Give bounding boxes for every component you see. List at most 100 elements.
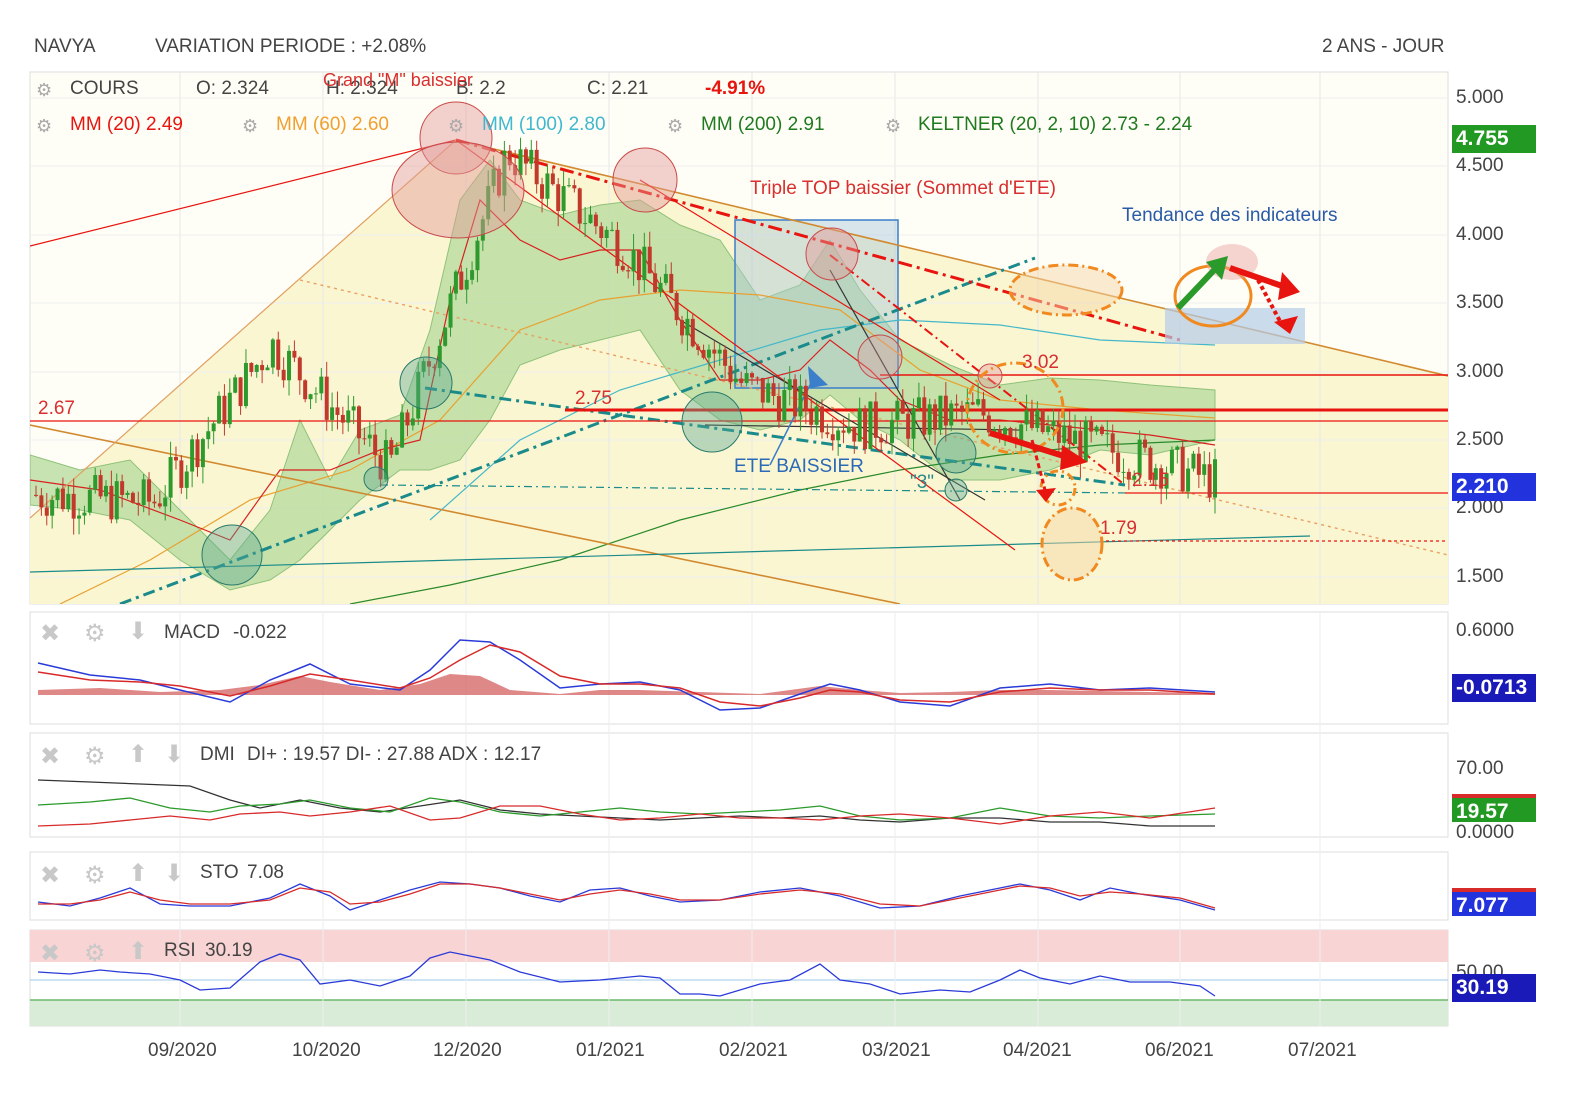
mm20-gear-icon[interactable]: ⚙ [36, 116, 53, 136]
candle-body [653, 273, 658, 293]
top-circle-2 [612, 147, 678, 213]
variation-label: VARIATION PERIODE : +2.08% [155, 36, 427, 57]
candle-body [992, 429, 997, 433]
rsi-up-icon[interactable]: ⬆ [128, 938, 149, 965]
trend-red-dotted [1256, 279, 1284, 326]
candle-body [626, 270, 631, 272]
candle-body [1159, 468, 1164, 489]
candle-body [1073, 430, 1078, 444]
candle-body [846, 427, 851, 433]
candle-body [916, 397, 921, 409]
top-circle-4 [857, 334, 903, 380]
rsi-close-icon[interactable]: ✖ [40, 940, 61, 967]
candle-body [550, 173, 555, 185]
dmi-down-icon[interactable]: ⬇ [164, 741, 185, 768]
mm20-label: MM (20) 2.49 [70, 114, 183, 135]
candle-body [206, 431, 211, 440]
candle-body [335, 407, 340, 415]
mm60-gear-icon[interactable]: ⚙ [242, 116, 259, 136]
macd-close-icon[interactable]: ✖ [40, 620, 61, 647]
candle-body [1132, 475, 1137, 480]
sto-down-icon[interactable]: ⬇ [164, 860, 185, 887]
candle-body [685, 318, 690, 336]
candle-body [303, 380, 308, 400]
keltner-gear-icon[interactable]: ⚙ [885, 116, 902, 136]
candle-body [706, 349, 711, 358]
sto-value: 7.08 [247, 862, 284, 883]
candle-body [184, 471, 189, 488]
high-badge: 4.755 [1452, 125, 1536, 153]
candle-body [77, 515, 82, 519]
candle-body [647, 246, 652, 274]
candle-body [362, 438, 367, 440]
ete-neckline [679, 319, 986, 501]
candle-body [927, 404, 932, 435]
last-price-badge: 2.210 [1452, 473, 1536, 501]
rsi-gear-icon[interactable]: ⚙ [84, 940, 106, 967]
candle-body [690, 318, 695, 347]
candle-body [120, 481, 125, 495]
mm200-gear-icon[interactable]: ⚙ [667, 116, 684, 136]
sto-close-icon[interactable]: ✖ [40, 862, 61, 889]
x-tick: 04/2021 [1003, 1040, 1072, 1061]
candle-body [297, 357, 302, 381]
candle-body [1110, 433, 1115, 453]
candle-body [1191, 453, 1196, 469]
candle-body [114, 481, 119, 520]
candle-body [453, 271, 458, 294]
candle-body [889, 419, 894, 444]
grand-m-annotation: Grand "M" baissier [323, 70, 473, 90]
trend-red-dotted-head [1274, 316, 1298, 334]
macd-gear-icon[interactable]: ⚙ [84, 620, 106, 647]
candle-body [34, 494, 38, 496]
teal-dashdot-2 [424, 386, 1126, 487]
dmi-gear-icon[interactable]: ⚙ [84, 743, 106, 770]
candle-body [383, 440, 388, 480]
candle-body [190, 439, 195, 472]
candle-body [959, 405, 964, 412]
ete-annotation: ETE BAISSIER [734, 456, 864, 477]
candle-body [217, 395, 222, 424]
candle-body [265, 367, 270, 371]
price-tick: 5.000 [1456, 87, 1504, 108]
period-label[interactable]: 2 ANS - JOUR [1322, 36, 1445, 57]
candle-body [147, 479, 152, 502]
sto-gear-icon[interactable]: ⚙ [84, 862, 106, 889]
dmi-up-icon[interactable]: ⬆ [128, 741, 149, 768]
candle-body [1164, 473, 1169, 489]
candle-body [507, 150, 512, 166]
candle-body [836, 430, 841, 441]
candle-body [1040, 410, 1045, 433]
candle-body [50, 500, 55, 516]
candle-body [680, 320, 685, 336]
candle-body [566, 185, 571, 187]
candle-body [394, 447, 399, 455]
ete-neckline-2 [704, 424, 1021, 431]
candle-body [1008, 427, 1013, 438]
candle-body [1035, 410, 1040, 429]
candle-body [814, 406, 819, 425]
mm60-line [59, 289, 1216, 604]
candle-body [437, 345, 442, 369]
candle-body [820, 406, 824, 433]
candle-body [981, 399, 986, 416]
candle-body [1105, 433, 1110, 435]
cours-gear-icon[interactable]: ⚙ [36, 80, 53, 100]
candle-body [378, 455, 383, 480]
dmi-close-icon[interactable]: ✖ [40, 743, 61, 770]
candle-body [351, 406, 356, 411]
candle-body [642, 246, 647, 281]
sto-up-icon[interactable]: ⬆ [128, 860, 149, 887]
candle-body [906, 413, 911, 439]
candle-body [1083, 420, 1088, 462]
candle-body [755, 377, 760, 379]
candle-body [803, 385, 808, 412]
candle-body [868, 401, 873, 450]
mm100-gear-icon[interactable]: ⚙ [448, 116, 465, 136]
x-tick: 09/2020 [148, 1040, 217, 1061]
macd-down-icon[interactable]: ⬇ [128, 618, 149, 645]
candle-body [233, 377, 238, 393]
candle-body [270, 339, 275, 368]
dmi-axis-bottom: 0.0000 [1456, 822, 1515, 843]
tendance-annotation: Tendance des indicateurs [1122, 205, 1338, 226]
